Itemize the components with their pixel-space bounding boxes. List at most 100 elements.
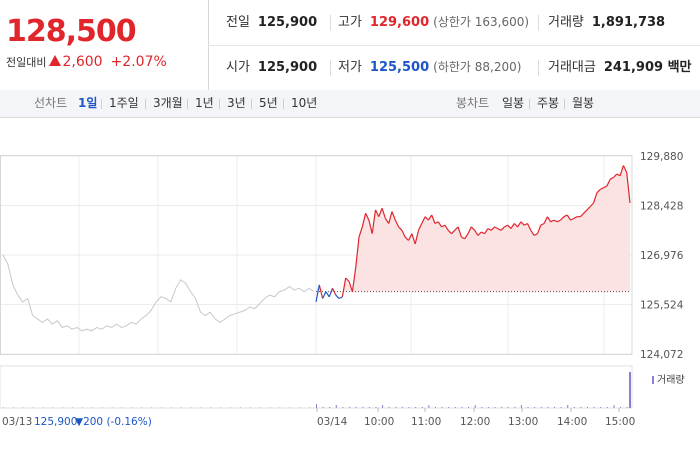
today-segment <box>619 165 624 176</box>
volume-bar <box>520 405 522 408</box>
volume-bar <box>355 407 357 408</box>
prev-day-date: 03/13 <box>2 416 32 428</box>
range-3y-button[interactable]: 3년 <box>227 96 246 110</box>
x-tick-label: 03/14 <box>317 416 348 428</box>
volume-bar <box>349 407 351 408</box>
divider <box>538 60 539 76</box>
volume-bar <box>415 407 417 408</box>
divider <box>187 99 188 109</box>
open-label: 시가 <box>226 60 250 75</box>
volume-bar <box>289 407 291 408</box>
x-tick-label: 14:00 <box>557 416 587 428</box>
volume-bar <box>620 407 622 408</box>
low-label: 저가 <box>338 60 362 75</box>
today-segment <box>490 226 495 231</box>
divider <box>529 99 530 109</box>
volume-bar <box>547 407 549 408</box>
today-segment <box>371 209 377 234</box>
range-1w-button[interactable]: 1주일 <box>109 96 139 110</box>
today-segment <box>583 209 588 214</box>
today-segment <box>431 214 436 224</box>
today-segment <box>417 223 423 231</box>
today-segment <box>374 209 380 217</box>
chart-toolbar: 선차트 1일 1주일 3개월 1년 3년 5년 10년 봉차트 일봉 주봉 월봉 <box>0 90 700 118</box>
volume-bar <box>111 407 113 408</box>
today-segment <box>609 176 614 180</box>
high-cell: 고가 129,600 (상한가 163,600) <box>338 0 529 45</box>
volume-bar <box>375 407 377 408</box>
y-tick-label: 125,524 <box>640 300 684 312</box>
volume-bar <box>170 407 172 408</box>
prev-day-close: 125,900 <box>34 416 77 428</box>
today-segment <box>570 217 575 221</box>
today-segment <box>331 288 337 296</box>
today-segment <box>540 222 545 226</box>
today-segment <box>325 291 330 298</box>
volume-bar <box>435 407 436 408</box>
candle-weekly-button[interactable]: 주봉 <box>537 96 560 110</box>
volume-bar <box>507 407 509 408</box>
today-segment <box>600 187 604 190</box>
today-segment <box>427 214 433 221</box>
today-segment <box>596 188 601 194</box>
today-segment <box>444 224 449 231</box>
divider <box>219 99 220 109</box>
today-segment <box>593 192 598 204</box>
today-segment <box>381 208 386 219</box>
range-1d-button[interactable]: 1일 <box>78 96 98 110</box>
volume-bar <box>448 407 450 408</box>
volume-bar <box>408 407 410 408</box>
today-segment <box>536 224 542 234</box>
today-segment <box>613 173 618 178</box>
today-segment <box>497 228 502 231</box>
prev-close-value: 125,900 <box>257 15 318 30</box>
today-segment <box>526 223 532 231</box>
volume-bar <box>220 407 222 408</box>
today-segment <box>338 296 343 300</box>
volume-bar <box>32 407 34 408</box>
volume-bar <box>388 407 390 408</box>
open-value: 125,900 <box>257 60 318 75</box>
today-segment <box>530 229 535 236</box>
volume-bar <box>629 372 631 408</box>
today-segment <box>487 228 492 231</box>
volume-bar <box>52 407 54 408</box>
plot-frame <box>0 155 633 355</box>
today-segment <box>510 223 515 229</box>
volume-bar <box>421 407 423 408</box>
divider <box>101 99 102 109</box>
volume-bar <box>514 407 516 408</box>
volume-bar <box>368 407 370 408</box>
candle-monthly-button[interactable]: 월봉 <box>572 96 595 110</box>
volume-bar <box>468 407 469 408</box>
candle-daily-button[interactable]: 일봉 <box>502 96 525 110</box>
range-3m-button[interactable]: 3개월 <box>153 96 183 110</box>
range-10y-button[interactable]: 10년 <box>291 96 318 110</box>
volume-bar <box>554 407 555 408</box>
volume-cell: 거래량 1,891,738 <box>548 0 665 45</box>
today-segment <box>358 226 363 238</box>
today-segment <box>348 281 353 292</box>
today-segment <box>579 212 585 218</box>
volume-bar <box>101 407 103 408</box>
range-5y-button[interactable]: 5년 <box>259 96 278 110</box>
today-segment <box>513 223 519 228</box>
volume-bar <box>230 407 232 408</box>
volume-bar <box>606 407 608 408</box>
change-row: 전일대비 2,600 +2.07% <box>6 54 167 70</box>
today-segment <box>315 284 320 303</box>
today-segment <box>550 219 555 223</box>
volume-bar <box>362 407 364 408</box>
range-1y-button[interactable]: 1년 <box>195 96 214 110</box>
today-segment <box>368 219 373 234</box>
y-tick-label: 126,976 <box>640 250 684 262</box>
volume-bar <box>121 407 123 408</box>
volume-bar <box>573 407 575 408</box>
turnover-label: 거래대금 <box>548 60 596 75</box>
today-segment <box>414 230 420 245</box>
volume-bar <box>600 407 602 408</box>
divider <box>283 99 284 109</box>
today-segment <box>474 229 479 236</box>
volume-bar <box>299 407 301 408</box>
